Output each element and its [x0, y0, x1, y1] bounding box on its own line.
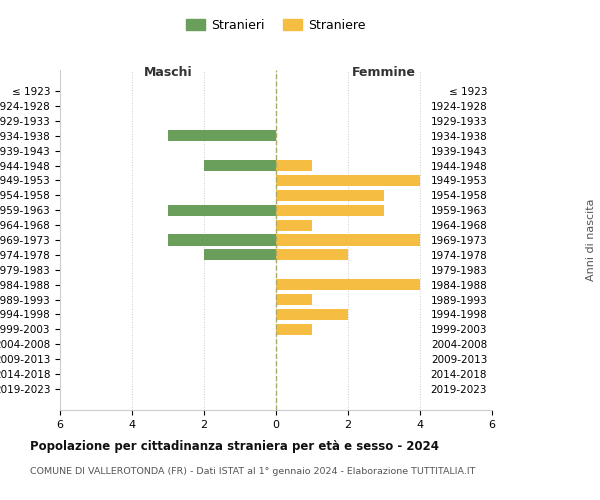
Bar	[276, 220, 312, 230]
Bar	[276, 324, 312, 335]
Text: Maschi: Maschi	[143, 66, 193, 79]
Legend: Stranieri, Straniere: Stranieri, Straniere	[181, 14, 371, 36]
Bar	[276, 190, 384, 201]
Text: Femmine: Femmine	[352, 66, 416, 79]
Bar	[204, 160, 276, 171]
Bar	[168, 234, 276, 246]
Bar	[276, 234, 420, 246]
Bar	[168, 130, 276, 141]
Bar	[276, 175, 420, 186]
Bar	[276, 279, 420, 290]
Bar	[168, 204, 276, 216]
Bar	[276, 250, 348, 260]
Bar	[276, 294, 312, 305]
Bar	[204, 250, 276, 260]
Text: Popolazione per cittadinanza straniera per età e sesso - 2024: Popolazione per cittadinanza straniera p…	[30, 440, 439, 453]
Bar	[276, 309, 348, 320]
Bar	[276, 204, 384, 216]
Text: Anni di nascita: Anni di nascita	[586, 198, 596, 281]
Text: COMUNE DI VALLEROTONDA (FR) - Dati ISTAT al 1° gennaio 2024 - Elaborazione TUTTI: COMUNE DI VALLEROTONDA (FR) - Dati ISTAT…	[30, 468, 475, 476]
Bar	[276, 160, 312, 171]
